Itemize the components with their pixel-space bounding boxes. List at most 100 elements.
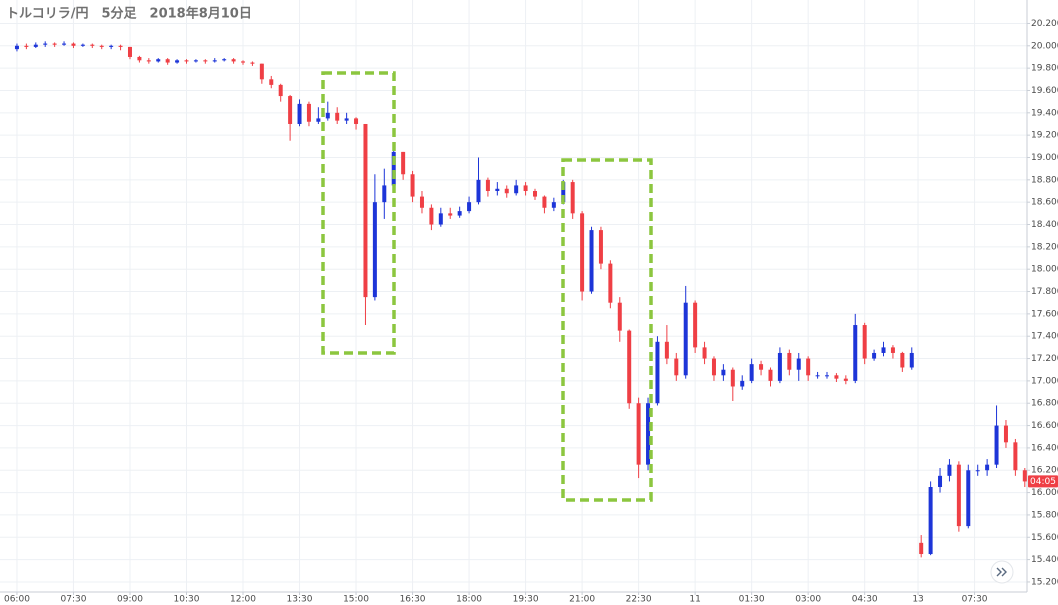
current-price-box <box>1028 475 1058 488</box>
candle <box>467 196 472 214</box>
candle <box>589 226 594 294</box>
candle <box>711 356 716 381</box>
candle <box>1003 419 1008 448</box>
candle-body <box>165 59 170 63</box>
candle <box>598 226 603 270</box>
candle <box>146 58 151 64</box>
candle-body <box>580 213 585 292</box>
candle-body <box>646 403 651 465</box>
candle <box>608 260 613 309</box>
candle-body <box>316 118 321 122</box>
candle-body <box>872 352 877 359</box>
candle-body <box>222 59 227 61</box>
candle <box>316 107 321 124</box>
candle-body <box>683 302 688 376</box>
candle <box>777 347 782 384</box>
candle <box>325 101 330 121</box>
y-tick-label: 19.400 <box>1031 108 1058 118</box>
candle <box>419 191 424 214</box>
candle-body <box>551 202 556 208</box>
candle <box>495 182 500 196</box>
candle <box>410 170 415 203</box>
scroll-icon[interactable] <box>996 567 1007 577</box>
candle <box>165 58 170 65</box>
candle-body <box>655 341 660 404</box>
y-tick-label: 17.600 <box>1031 309 1058 319</box>
candle-body <box>62 43 67 45</box>
candle-body <box>325 112 330 119</box>
candle-body <box>881 347 886 353</box>
candle <box>372 174 377 301</box>
candle-body <box>485 179 490 192</box>
candle-body <box>109 45 114 47</box>
candle-body <box>231 59 236 62</box>
candle <box>947 459 952 482</box>
candle-body <box>627 330 632 404</box>
candle-body <box>862 325 867 359</box>
y-tick-label: 18.000 <box>1031 265 1058 275</box>
candle <box>759 360 764 376</box>
candle-body <box>382 185 387 203</box>
y-tick-label: 15.400 <box>1031 555 1058 565</box>
scroll-button-bg[interactable] <box>990 560 1014 584</box>
candle <box>890 345 895 359</box>
candle-body <box>99 45 104 47</box>
candle-body <box>702 347 707 359</box>
candle-body <box>787 352 792 370</box>
candle-body <box>504 188 509 194</box>
y-tick-label: 17.400 <box>1031 332 1058 342</box>
candle <box>457 206 462 218</box>
candle <box>212 58 217 63</box>
candle <box>476 157 481 205</box>
candle-body <box>354 118 359 124</box>
candle <box>872 349 877 361</box>
candle <box>231 58 236 64</box>
y-tick-label: 16.000 <box>1031 488 1058 498</box>
candle <box>250 61 255 66</box>
candle <box>938 468 943 493</box>
candle <box>702 341 707 365</box>
y-tick-label: 17.800 <box>1031 287 1058 297</box>
candle-body <box>438 213 443 225</box>
candle <box>71 42 76 49</box>
candle-body <box>457 211 462 216</box>
candle-body <box>815 375 820 377</box>
candle <box>787 349 792 376</box>
candle-body <box>749 364 754 381</box>
x-tick-label: 09:00 <box>117 595 143 605</box>
highlight-box <box>561 158 653 502</box>
y-tick-label: 16.800 <box>1031 399 1058 409</box>
candle-body <box>806 358 811 376</box>
candle-body <box>90 44 95 46</box>
x-tick-label: 21:00 <box>569 595 595 605</box>
candle-body <box>24 45 29 47</box>
candle-body <box>514 185 519 194</box>
candle-body <box>928 487 933 555</box>
candle <box>721 364 726 381</box>
candle <box>664 325 669 365</box>
candle-body <box>533 191 538 197</box>
candle <box>646 397 651 471</box>
candle <box>542 195 547 214</box>
candle-body <box>410 174 415 197</box>
candle <box>815 371 820 379</box>
candle <box>806 356 811 381</box>
x-tick-label: 18:00 <box>456 595 482 605</box>
candle-body <box>43 43 48 45</box>
candle-body <box>137 56 142 61</box>
candle-body <box>777 352 782 381</box>
candle-body <box>834 375 839 379</box>
candle <box>259 63 264 84</box>
candle <box>24 43 29 50</box>
scroll-button[interactable] <box>990 560 1014 584</box>
candle-body <box>966 470 971 527</box>
candle-body <box>278 84 283 97</box>
y-tick-label: 18.600 <box>1031 198 1058 208</box>
candle-body <box>956 464 961 527</box>
candle-body <box>975 470 980 472</box>
x-tick-label: 19:30 <box>513 595 539 605</box>
candle-body <box>693 302 698 348</box>
candle <box>956 461 961 532</box>
candle <box>975 464 980 476</box>
candle-body <box>363 123 368 298</box>
